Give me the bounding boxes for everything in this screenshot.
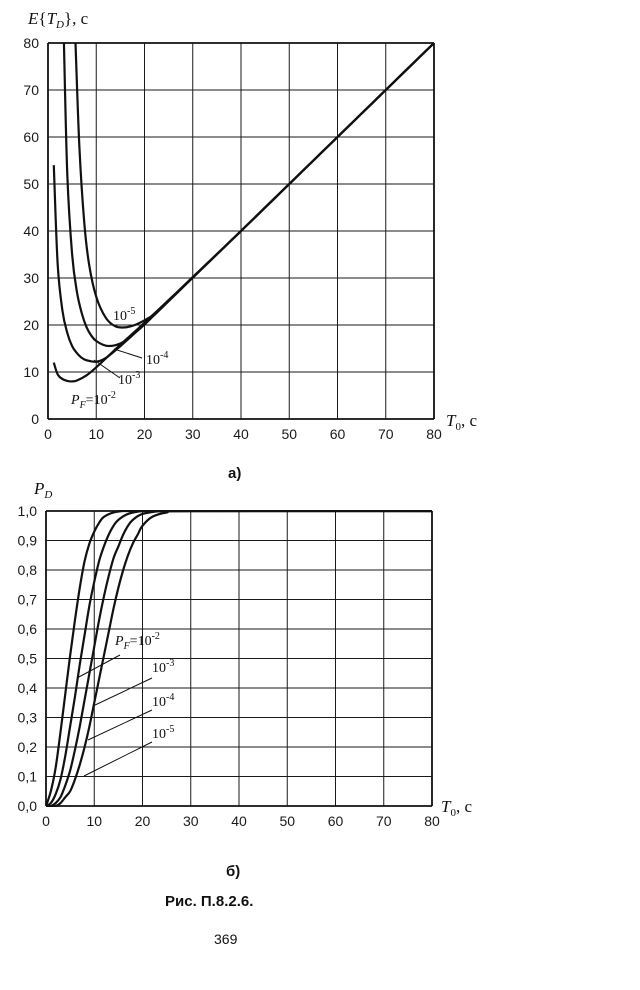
chart-b-y-tick-label: 0,9: [18, 533, 38, 549]
label-b-1e-5: 10-5: [152, 724, 174, 742]
chart-a-series: [52, 42, 434, 383]
chart-a-y-tick-label: 70: [23, 82, 39, 98]
chart-a-x-tick-label: 40: [233, 426, 249, 442]
chart-b-y-tick-label: 0,4: [18, 680, 38, 696]
chart-a-y-tick-label: 60: [23, 129, 39, 145]
chart-a-x-tick-label: 20: [137, 426, 153, 442]
chart-b-series-line-3: [46, 510, 432, 807]
chart-b-x-tick-label: 0: [42, 813, 50, 829]
chart-b-x-tick-label: 50: [279, 813, 295, 829]
chart-a-y-tick-label: 50: [23, 176, 39, 192]
chart-b-x-tick-label: 30: [183, 813, 199, 829]
chart-b-y-tick-label: 0,5: [18, 651, 38, 667]
chart-a: 0 10 20 30 40 50 60 70 80 0 10 20 30 40 50 60 70 80 10-5…: [23, 9, 477, 482]
chart-a-x-title: T0, с: [446, 411, 477, 433]
chart-b-x-tick-label: 10: [86, 813, 102, 829]
chart-a-y-tick-label: 10: [23, 364, 39, 380]
chart-a-x-tick-label: 30: [185, 426, 201, 442]
chart-a-y-tick-label: 40: [23, 223, 39, 239]
chart-b-y-tick-label: 0,1: [18, 769, 38, 785]
chart-b-y-tick-label: 0,3: [18, 710, 38, 726]
leader-a-1e-4: [113, 348, 143, 359]
figure-caption: Рис. П.8.2.6.: [165, 893, 253, 910]
chart-b-series-line-2: [46, 510, 432, 807]
chart-b-series-line-1: [46, 510, 432, 807]
chart-b-y-tick-label: 0,2: [18, 739, 38, 755]
leader-a-1e-3: [93, 359, 121, 379]
chart-b-x-tick-label: 40: [231, 813, 247, 829]
chart-a-series-line-1: [52, 42, 434, 383]
chart-b-x-ticks: 0 10 20 30 40 50 60 70 80: [42, 813, 440, 829]
chart-a-x-tick-label: 0: [44, 426, 52, 442]
leader-b-pf-1e-2: [76, 654, 121, 679]
chart-a-x-ticks: 0 10 20 30 40 50 60 70 80: [44, 426, 442, 442]
chart-b-curve-labels: PF=10-2 10-3 10-4 10-5: [76, 631, 174, 777]
chart-a-series-line-2: [52, 42, 434, 363]
chart-a-y-tick-label: 30: [23, 270, 39, 286]
chart-b-y-tick-label: 0,7: [18, 592, 38, 608]
chart-a-x-tick-label: 60: [330, 426, 346, 442]
chart-a-y-tick-label: 0: [31, 411, 39, 427]
chart-a-y-tick-label: 20: [23, 317, 39, 333]
chart-b-y-ticks: 0,0 0,1 0,2 0,3 0,4 0,5 0,6 0,7 0,8 0,9 1,0: [18, 503, 38, 814]
chart-b-x-title: T0, с: [441, 797, 472, 819]
chart-b-panel-label: б): [226, 863, 240, 880]
chart-a-x-tick-label: 10: [88, 426, 104, 442]
chart-a-x-tick-label: 80: [426, 426, 442, 442]
leader-b-1e-4: [87, 709, 153, 741]
chart-b-series: [46, 510, 432, 807]
label-b-1e-3: 10-3: [152, 658, 174, 676]
chart-b-x-tick-label: 80: [424, 813, 440, 829]
chart-a-y-ticks: 0 10 20 30 40 50 60 70 80: [23, 35, 39, 427]
chart-b-series-line-4: [46, 510, 432, 807]
label-a-1e-5: 10-5: [113, 306, 135, 324]
chart-b-y-tick-label: 1,0: [18, 503, 38, 519]
chart-a-panel-label: а): [228, 465, 241, 482]
page-number: 369: [214, 931, 238, 947]
chart-a-y-title: E{TD}, с: [27, 9, 89, 31]
chart-a-curve-labels: 10-5 10-4 10-3 PF=10-2: [70, 306, 168, 411]
chart-b-grid: [45, 510, 433, 807]
chart-b: 0 10 20 30 40 50 60 70 80 0,00,10,20,30,40,50,60…: [18, 479, 473, 880]
chart-a-x-tick-label: 70: [378, 426, 394, 442]
chart-b-y-tick-label: 0,6: [18, 621, 38, 637]
leader-b-1e-5: [83, 741, 153, 777]
label-a-pf-1e-2: PF=10-2: [70, 390, 116, 411]
chart-b-x-tick-label: 70: [376, 813, 392, 829]
label-a-1e-3: 10-3: [118, 370, 140, 388]
label-b-1e-4: 10-4: [152, 692, 174, 710]
leader-b-1e-3: [92, 677, 153, 707]
chart-b-y-tick-label: 0,8: [18, 562, 38, 578]
chart-a-x-tick-label: 50: [281, 426, 297, 442]
chart-a-series-line-4: [74, 42, 434, 329]
chart-b-y-tick-label: 0,0: [18, 798, 38, 814]
chart-a-series-line-3: [62, 42, 434, 348]
chart-b-y-title: PD: [33, 479, 52, 501]
label-b-pf-1e-2: PF=10-2: [114, 631, 160, 652]
label-a-1e-4: 10-4: [146, 350, 168, 368]
chart-b-x-tick-label: 20: [135, 813, 151, 829]
chart-b-x-tick-label: 60: [328, 813, 344, 829]
chart-a-y-tick-label: 80: [23, 35, 39, 51]
